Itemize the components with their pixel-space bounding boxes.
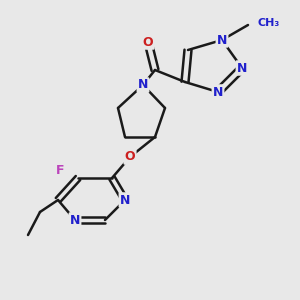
Text: N: N	[70, 214, 80, 226]
Text: F: F	[56, 164, 64, 176]
Text: N: N	[237, 61, 247, 74]
Text: N: N	[217, 34, 227, 46]
Text: CH₃: CH₃	[258, 18, 280, 28]
Text: N: N	[138, 79, 148, 92]
Text: N: N	[213, 85, 223, 98]
Text: O: O	[143, 35, 153, 49]
Text: N: N	[120, 194, 130, 206]
Text: O: O	[125, 151, 135, 164]
